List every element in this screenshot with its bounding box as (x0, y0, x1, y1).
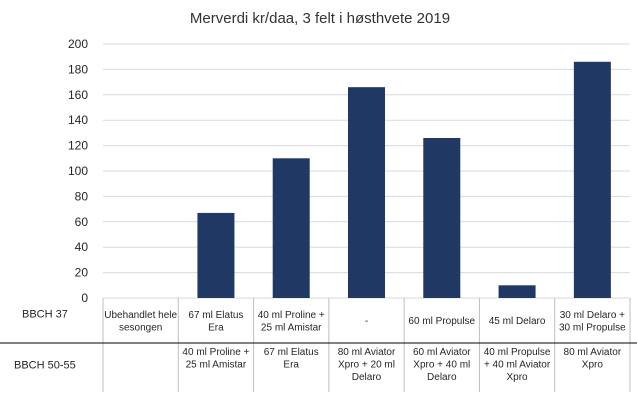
row-label: BBCH 50-55 (14, 360, 76, 372)
y-tick-label: 80 (75, 189, 89, 203)
category-label: 67 ml Elatus Era (264, 347, 319, 371)
category-label: 30 ml Delaro +30 ml Propulse (559, 310, 626, 334)
y-tick-label: 40 (75, 240, 89, 254)
bar (197, 212, 235, 298)
category-label: 60 ml Propulse (408, 316, 475, 327)
category-label: 45 ml Delaro (489, 316, 546, 327)
y-tick-label: 60 (75, 215, 89, 229)
y-tick-label: 120 (68, 139, 88, 153)
category-label: 40 ml Propulse + 40 ml Aviator Xpro (484, 347, 551, 383)
y-tick-label: 20 (75, 266, 89, 280)
bar (423, 137, 461, 298)
bar (498, 285, 536, 298)
category-label: 40 ml Proline +25 ml Amistar (182, 347, 249, 371)
y-tick-label: 200 (68, 37, 88, 51)
category-label: Ubehandlet hele sesongen (104, 310, 177, 334)
bar (573, 61, 611, 298)
category-label: 60 ml Aviator Xpro + 40 ml Delaro (413, 347, 471, 383)
y-tick-label: 180 (68, 62, 88, 76)
row-label: BBCH 37 (22, 309, 68, 321)
category-label: 80 ml Aviator Xpro + 20 ml Delaro (338, 347, 396, 383)
category-label: 80 ml Aviator Xpro (564, 347, 622, 371)
y-tick-label: 0 (81, 291, 88, 305)
chart-title: Merverdi kr/daa, 3 felt i høsthvete 2019 (190, 10, 450, 27)
y-tick-label: 160 (68, 88, 88, 102)
y-tick-label: 100 (68, 164, 88, 178)
category-label: 40 ml Proline +25 ml Amistar (258, 310, 325, 334)
category-label: - (365, 316, 368, 327)
category-label: 67 ml Elatus Era (188, 310, 243, 334)
y-tick-label: 140 (68, 113, 88, 127)
bar (272, 158, 310, 298)
bar (348, 87, 385, 299)
